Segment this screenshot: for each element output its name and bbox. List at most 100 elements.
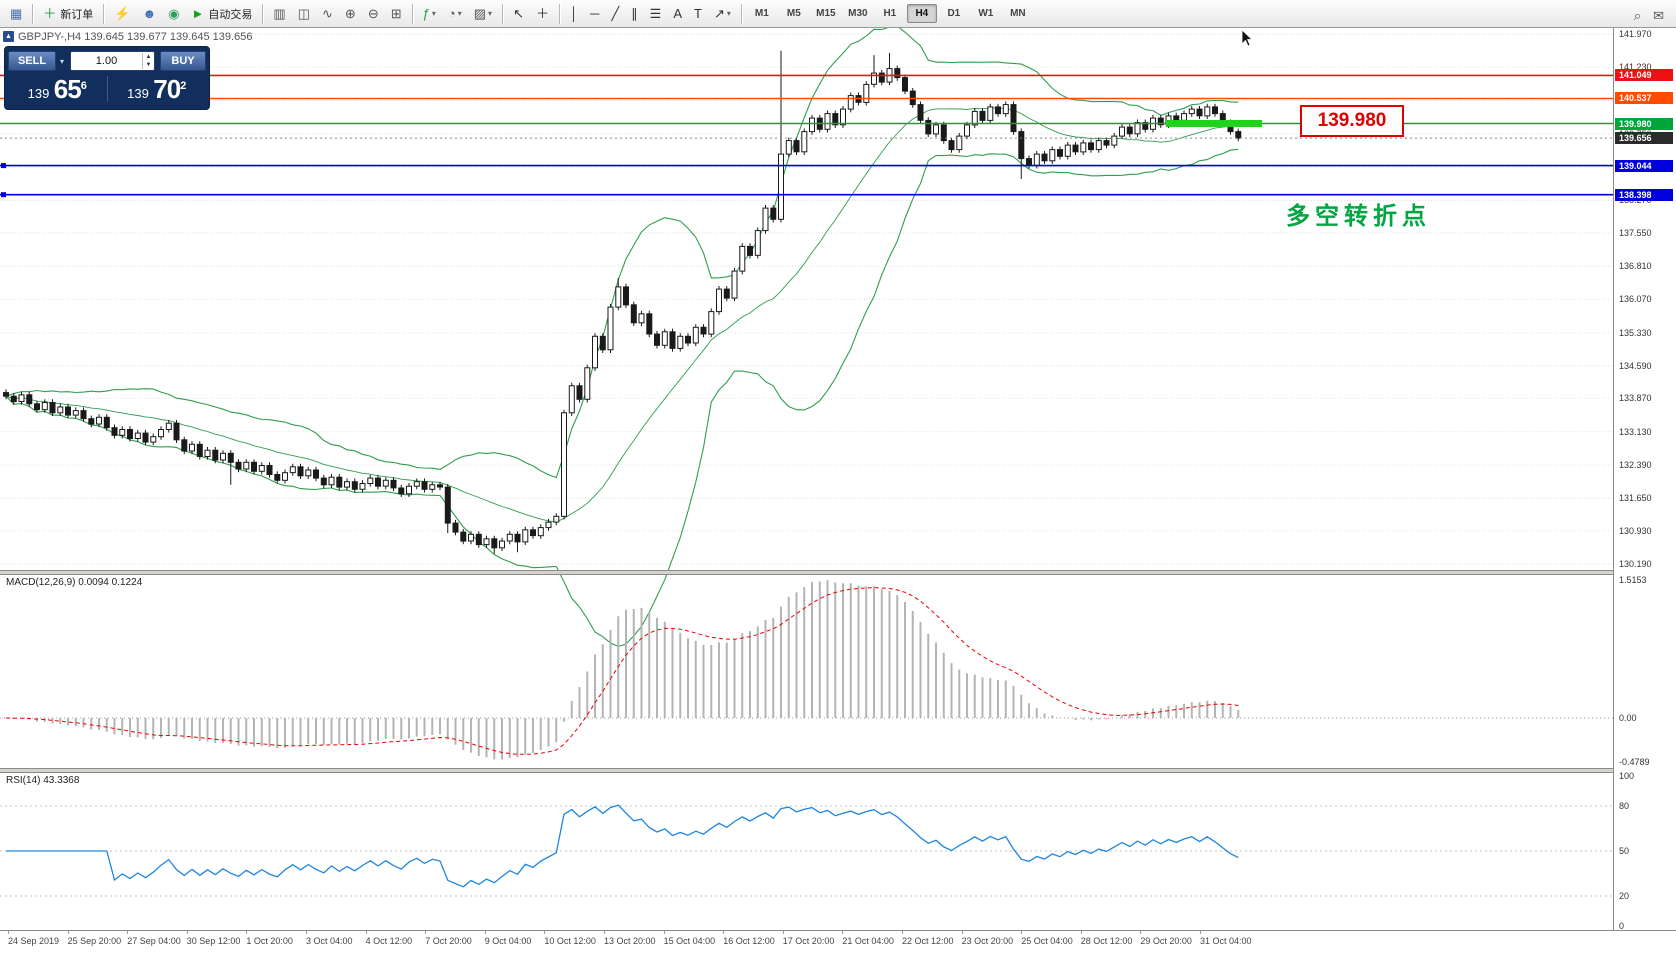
time-tick: [1080, 931, 1082, 934]
chat-icon: ✉: [1653, 7, 1664, 23]
rsi-axis-label: 50: [1619, 846, 1630, 856]
time-tick: [306, 931, 307, 934]
macd-panel-divider[interactable]: [0, 570, 1676, 575]
sell-price-prefix: 139: [27, 85, 50, 101]
chat-icon[interactable]: ✉: [1648, 3, 1669, 27]
time-tick: [186, 931, 188, 934]
arrows-icon[interactable]: ↗ ▾: [709, 2, 736, 26]
lot-up-icon[interactable]: ▲: [145, 54, 152, 60]
profile-icon[interactable]: ☻: [138, 2, 162, 26]
lot-size-field[interactable]: 1.00 ▲ ▼: [70, 51, 155, 71]
timeframe-m1[interactable]: M1: [754, 8, 769, 19]
price-axis-label: 133.870: [1619, 393, 1652, 404]
new-order-button[interactable]: ＋新订单: [38, 2, 98, 26]
new-order-button-label: 新订单: [60, 8, 94, 21]
time-axis-label: 1 Oct 20:00: [246, 936, 293, 946]
crosshair-icon[interactable]: ＋: [531, 2, 554, 26]
time-tick: [902, 931, 903, 934]
market-watch-icon[interactable]: ⚡: [109, 2, 135, 26]
sell-price-sup: 6: [80, 79, 87, 92]
autotrading-button[interactable]: ► 自动交易: [187, 2, 258, 26]
sell-price[interactable]: 139 656: [8, 74, 107, 105]
buy-price[interactable]: 139 702: [108, 74, 207, 105]
tile-windows-icon[interactable]: ⊞: [386, 2, 407, 26]
templates-icon[interactable]: ▨ ▾: [469, 2, 497, 26]
time-axis[interactable]: 24 Sep 2019 25 Sep 20:00 27 Sep 04:00 30 Se…: [0, 930, 1676, 953]
channel-icon[interactable]: ∥: [626, 2, 643, 26]
zoom-out-icon[interactable]: ⊖: [363, 2, 384, 26]
time-axis-label: 25 Oct 04:00: [1021, 936, 1073, 946]
fibonacci-icon: ☰: [649, 6, 662, 21]
lot-size-value[interactable]: 1.00: [95, 55, 118, 67]
trendline-icon: ╱: [611, 6, 620, 21]
current-price-tag: 139.656: [1615, 132, 1673, 145]
indicators-icon: ƒ: [422, 6, 430, 21]
cursor-icon[interactable]: ↖: [508, 2, 529, 26]
time-tick: [1200, 931, 1201, 934]
price-axis-label: 130.930: [1619, 525, 1652, 536]
search-icon[interactable]: ⌕: [1629, 3, 1646, 27]
chart-area[interactable]: [0, 28, 1613, 930]
line-chart-icon[interactable]: ∿: [317, 2, 338, 26]
price-axis[interactable]: 141.970141.230140.490139.750139.010138.2…: [1613, 28, 1676, 931]
price-axis-label: 141.230: [1619, 62, 1652, 73]
price-annotation-box[interactable]: 139.980: [1300, 105, 1404, 137]
time-tick: [127, 931, 129, 934]
timeframe-w1[interactable]: W1: [978, 8, 994, 19]
fibonacci-icon[interactable]: ☰: [645, 2, 667, 26]
mouse-cursor-icon: [1241, 29, 1253, 47]
zoom-in-icon[interactable]: ⊕: [340, 2, 361, 26]
timeframe-m5[interactable]: M5: [786, 8, 801, 19]
timeframe-d1[interactable]: D1: [947, 8, 961, 19]
label-icon[interactable]: T: [689, 2, 707, 26]
cursor-icon: ↖: [513, 6, 524, 21]
trade-panel-divider: [106, 76, 108, 102]
profile-icon: ☻: [142, 6, 157, 21]
rsi-panel-divider[interactable]: [0, 768, 1676, 773]
timeframe-m30[interactable]: M30: [848, 8, 868, 19]
tile-windows-icon: ⊞: [390, 6, 402, 21]
price-axis-label: 133.130: [1619, 426, 1652, 437]
candlestick-chart-icon: ◫: [297, 6, 310, 21]
buy-button[interactable]: BUY: [160, 51, 206, 71]
lot-stepper[interactable]: ▲ ▼: [142, 53, 154, 69]
lot-down-icon[interactable]: ▼: [145, 62, 152, 68]
rsi-axis-label: 80: [1619, 801, 1630, 811]
time-axis-label: 28 Oct 12:00: [1080, 936, 1133, 946]
horizontal-line-icon[interactable]: ─: [585, 2, 604, 26]
text-icon[interactable]: A: [668, 2, 687, 26]
chevron-down-icon: ▾: [726, 9, 731, 18]
indicators-icon[interactable]: ƒ ▾: [418, 2, 441, 26]
periods-icon[interactable]: ◔ ▾: [443, 2, 467, 26]
macd-axis-label: 1.5153: [1619, 575, 1647, 586]
templates-icon: ▨: [473, 6, 487, 21]
bar-chart-icon[interactable]: ▥: [268, 2, 290, 26]
candlestick-chart-icon[interactable]: ◫: [293, 2, 315, 26]
sell-button[interactable]: SELL: [8, 51, 56, 71]
hline-price-tag: 140.537: [1615, 92, 1673, 105]
time-tick: [782, 931, 784, 934]
time-axis-label: 30 Sep 12:00: [186, 936, 241, 946]
turning-point-annotation[interactable]: 多空转折点: [1286, 203, 1431, 230]
price-axis-label: 130.190: [1619, 559, 1652, 569]
time-axis-label: 15 Oct 04:00: [663, 936, 716, 946]
chart-collapse-icon[interactable]: ▲: [3, 31, 14, 42]
chart-window-icon[interactable]: ▦: [5, 2, 27, 26]
timeframe-h1[interactable]: H1: [883, 8, 897, 19]
order-type-dropdown-icon[interactable]: ▾: [59, 56, 64, 66]
timeframe-m15[interactable]: M15: [816, 8, 836, 19]
rsi-axis-label: 100: [1619, 771, 1635, 781]
macd-axis-label: 0.00: [1619, 713, 1637, 723]
time-tick: [425, 931, 427, 934]
timeframe-h4[interactable]: H4: [906, 4, 937, 23]
trendline-icon[interactable]: ╱: [606, 2, 624, 26]
one-click-trading-panel: SELL ▾ 1.00 ▲ ▼ BUY 139 656 139 702: [4, 46, 210, 110]
time-axis-label: 17 Oct 20:00: [782, 936, 835, 946]
time-tick: [8, 931, 9, 934]
time-axis-label: 13 Oct 20:00: [604, 936, 656, 946]
vertical-line-icon[interactable]: │: [565, 2, 583, 26]
timeframe-mn[interactable]: MN: [1010, 8, 1026, 19]
rsi-indicator-label: RSI(14) 43.3368: [6, 775, 80, 786]
community-icon[interactable]: ◉: [163, 2, 184, 26]
time-axis-label: 7 Oct 20:00: [425, 936, 472, 946]
